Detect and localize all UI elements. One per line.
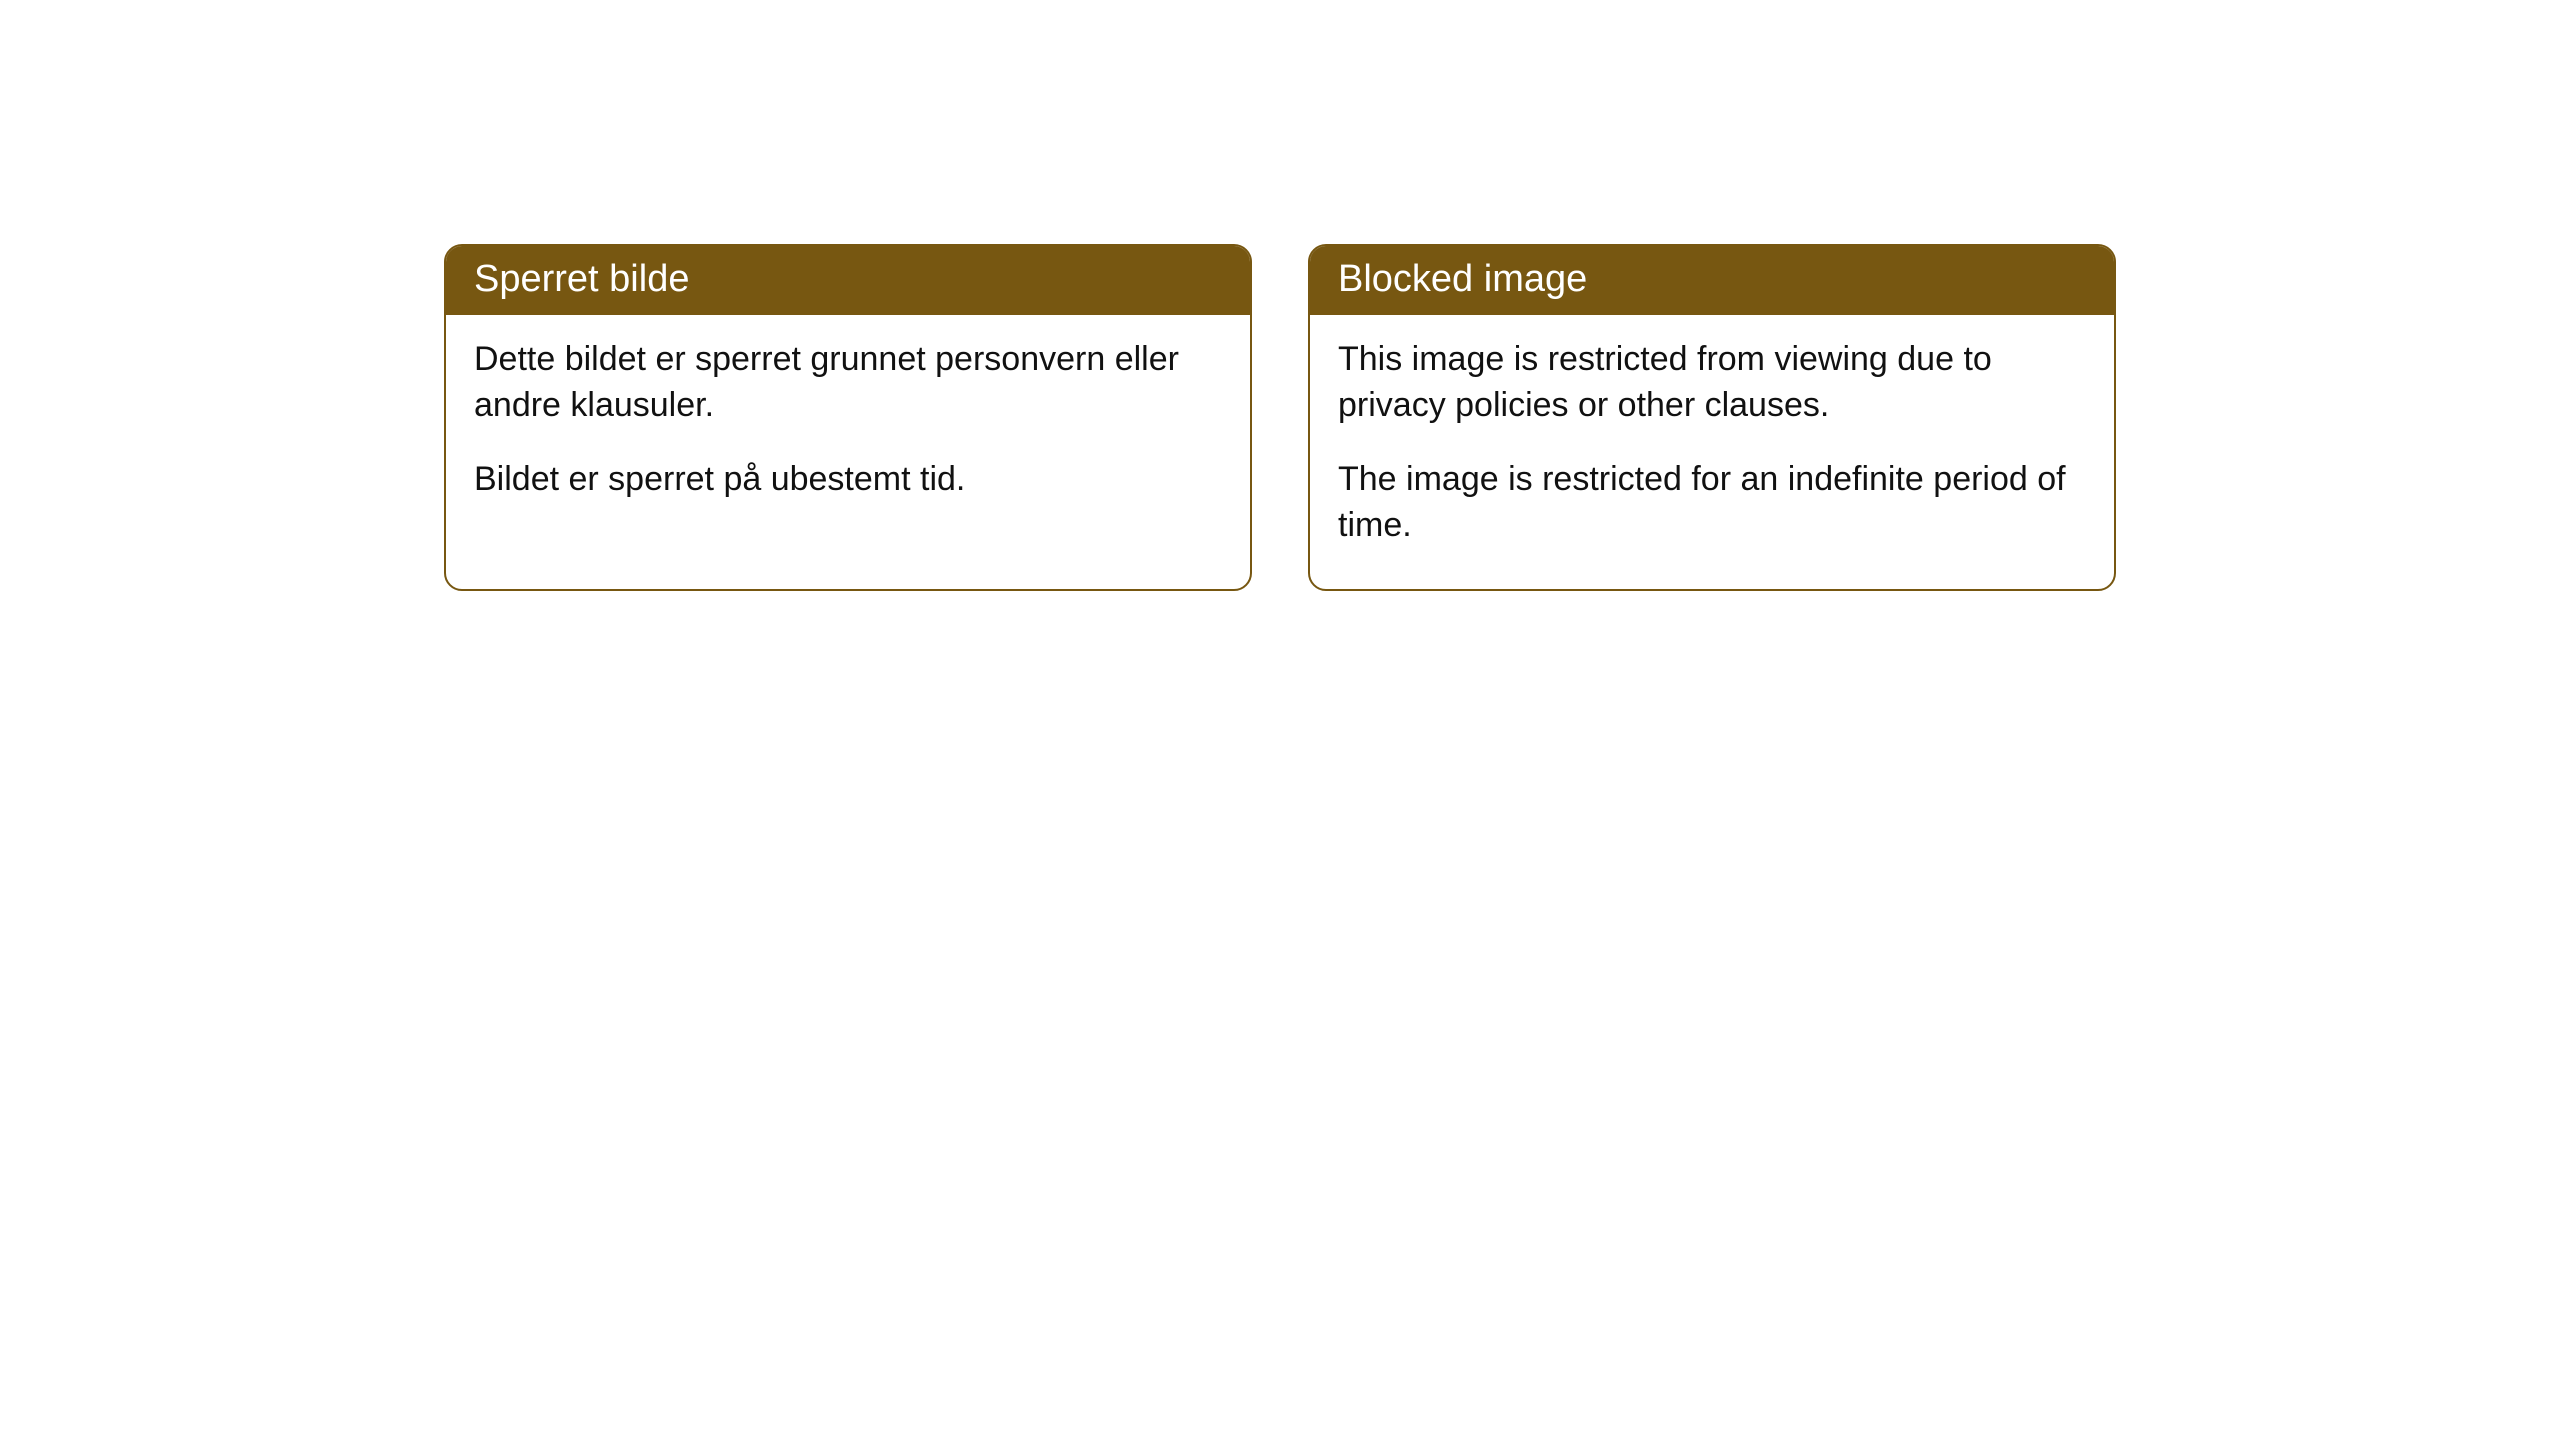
card-header-english: Blocked image <box>1310 246 2114 315</box>
card-body-english: This image is restricted from viewing du… <box>1310 315 2114 589</box>
card-text-norwegian-1: Dette bildet er sperret grunnet personve… <box>474 337 1222 429</box>
card-text-norwegian-2: Bildet er sperret på ubestemt tid. <box>474 457 1222 503</box>
blocked-image-card-english: Blocked image This image is restricted f… <box>1308 244 2116 591</box>
card-body-norwegian: Dette bildet er sperret grunnet personve… <box>446 315 1250 543</box>
notice-container: Sperret bilde Dette bildet er sperret gr… <box>0 244 2560 591</box>
card-text-english-1: This image is restricted from viewing du… <box>1338 337 2086 429</box>
blocked-image-card-norwegian: Sperret bilde Dette bildet er sperret gr… <box>444 244 1252 591</box>
card-header-norwegian: Sperret bilde <box>446 246 1250 315</box>
card-text-english-2: The image is restricted for an indefinit… <box>1338 457 2086 549</box>
